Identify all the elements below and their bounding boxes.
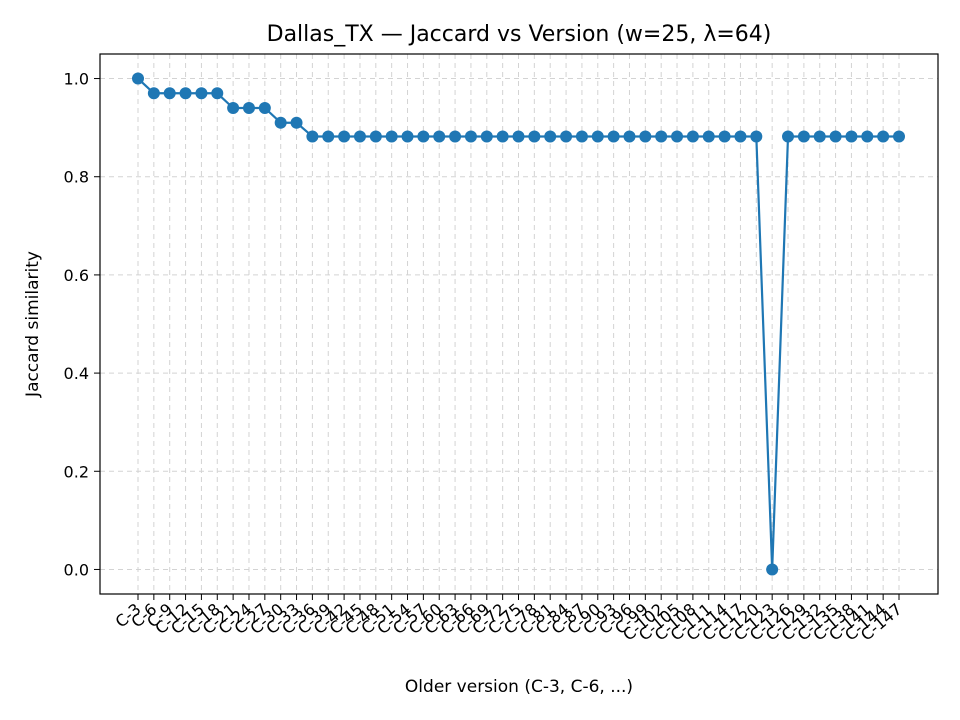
data-point — [179, 87, 192, 100]
data-point — [607, 130, 620, 143]
data-point — [718, 130, 731, 143]
data-point — [575, 130, 588, 143]
data-point — [338, 130, 351, 143]
data-point — [385, 130, 398, 143]
data-point — [512, 130, 525, 143]
data-point — [655, 130, 668, 143]
y-axis: 0.0 0.2 0.4 0.6 0.8 1.0 — [64, 70, 100, 579]
data-point — [211, 87, 224, 100]
x-axis-label: Older version (C-3, C-6, ...) — [405, 677, 633, 697]
data-point — [417, 130, 430, 143]
data-point — [242, 102, 255, 114]
y-tick-label: 0.2 — [64, 462, 89, 481]
data-point — [813, 130, 826, 143]
data-point — [464, 130, 477, 143]
grid-lines — [100, 54, 938, 594]
data-point — [227, 102, 240, 114]
data-point — [861, 130, 874, 143]
data-point — [195, 87, 208, 100]
data-point — [750, 130, 763, 143]
data-point — [591, 130, 604, 143]
y-axis-label: Jaccard similarity — [23, 251, 43, 398]
chart-title: Dallas_TX — Jaccard vs Version (w=25, λ=… — [267, 22, 772, 47]
y-tick-label: 0.6 — [64, 266, 89, 285]
data-point — [290, 116, 303, 129]
data-point — [369, 130, 382, 143]
data-point — [877, 130, 890, 143]
data-point — [766, 563, 779, 576]
data-point — [686, 130, 699, 143]
data-point — [528, 130, 541, 143]
y-tick-label: 0.8 — [64, 168, 89, 187]
data-point — [401, 130, 414, 143]
data-point — [797, 130, 810, 143]
y-tick-label: 0.4 — [64, 364, 89, 383]
data-point — [639, 130, 652, 143]
data-point — [782, 130, 795, 143]
data-point — [671, 130, 684, 143]
series-group — [132, 72, 905, 576]
data-point — [829, 130, 842, 143]
data-point — [274, 116, 287, 129]
x-axis: C-3C-6C-9C-12C-15C-18C-21C-24C-27C-30C-3… — [112, 594, 906, 645]
data-point — [258, 102, 271, 114]
data-point — [845, 130, 858, 143]
data-point — [480, 130, 493, 143]
data-point — [544, 130, 557, 143]
data-point — [449, 130, 462, 143]
data-point — [893, 130, 905, 143]
data-point — [496, 130, 509, 143]
data-point — [353, 130, 366, 143]
data-point — [623, 130, 636, 143]
data-point — [147, 87, 160, 100]
data-point — [702, 130, 715, 143]
data-point — [306, 130, 319, 143]
y-tick-label: 1.0 — [64, 70, 89, 89]
data-point — [734, 130, 747, 143]
data-point — [132, 72, 144, 85]
y-tick-label: 0.0 — [64, 560, 89, 579]
data-point — [322, 130, 335, 143]
data-point — [433, 130, 446, 143]
data-point — [560, 130, 573, 143]
data-point — [163, 87, 176, 100]
